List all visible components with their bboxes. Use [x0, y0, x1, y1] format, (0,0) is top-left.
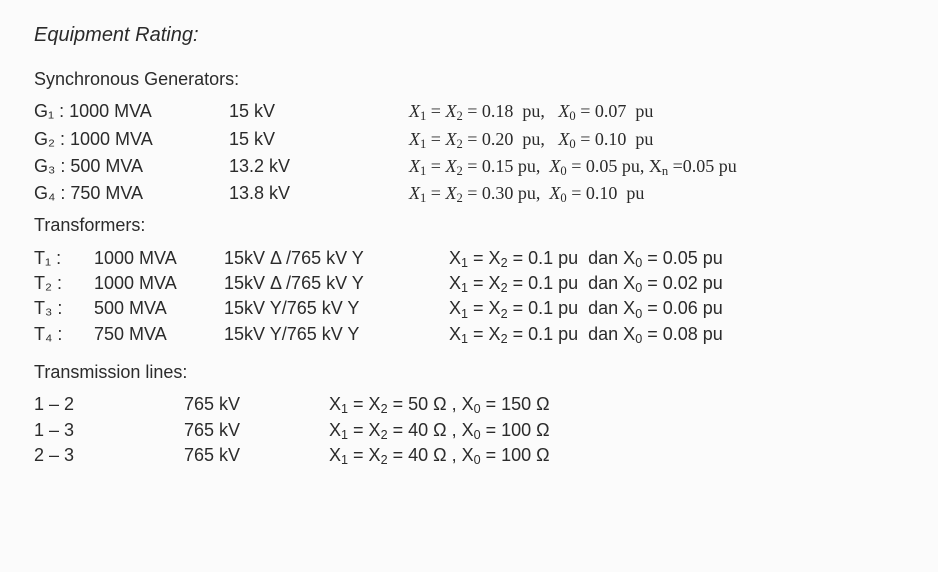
transformer-reactance: X1 = X2 = 0.1 pu dan X0 = 0.02 pu: [449, 271, 904, 295]
transformer-row: T₃ : 500 MVA 15kV Y/765 kV Y X1 = X2 = 0…: [34, 296, 904, 320]
transformers-heading: Transformers:: [34, 213, 904, 237]
generator-label: G₃ : 500 MVA: [34, 154, 229, 178]
transformer-connection: 15kV Y/765 kV Y: [224, 322, 449, 346]
generator-label: G₁ : 1000 MVA: [34, 99, 229, 123]
transformer-connection: 15kV Δ /765 kV Y: [224, 246, 449, 270]
line-pair: 1 – 3: [34, 418, 184, 442]
line-row: 1 – 2 765 kV X1 = X2 = 50 Ω , X0 = 150 Ω: [34, 392, 904, 416]
generator-row: G₂ : 1000 MVA 15 kV X1 = X2 = 0.20 pu, X…: [34, 127, 904, 151]
generator-reactance: X1 = X2 = 0.20 pu, X0 = 0.10 pu: [409, 127, 904, 151]
generator-reactance: X1 = X2 = 0.30 pu, X0 = 0.10 pu: [409, 181, 904, 205]
transformers-table: T₁ : 1000 MVA 15kV Δ /765 kV Y X1 = X2 =…: [34, 246, 904, 346]
lines-table: 1 – 2 765 kV X1 = X2 = 50 Ω , X0 = 150 Ω…: [34, 392, 904, 467]
generator-row: G₄ : 750 MVA 13.8 kV X1 = X2 = 0.30 pu, …: [34, 181, 904, 205]
transformer-id: T₂ :: [34, 271, 94, 295]
transformer-reactance: X1 = X2 = 0.1 pu dan X0 = 0.05 pu: [449, 246, 904, 270]
transformer-id: T₄ :: [34, 322, 94, 346]
line-reactance: X1 = X2 = 40 Ω , X0 = 100 Ω: [329, 443, 904, 467]
line-voltage: 765 kV: [184, 392, 329, 416]
line-row: 1 – 3 765 kV X1 = X2 = 40 Ω , X0 = 100 Ω: [34, 418, 904, 442]
transformer-row: T₄ : 750 MVA 15kV Y/765 kV Y X1 = X2 = 0…: [34, 322, 904, 346]
transformer-mva: 1000 MVA: [94, 246, 224, 270]
transformer-mva: 750 MVA: [94, 322, 224, 346]
line-reactance: X1 = X2 = 40 Ω , X0 = 100 Ω: [329, 418, 904, 442]
line-voltage: 765 kV: [184, 418, 329, 442]
generator-voltage: 15 kV: [229, 99, 409, 123]
transformer-id: T₁ :: [34, 246, 94, 270]
generator-label: G₄ : 750 MVA: [34, 181, 229, 205]
page-title: Equipment Rating:: [34, 22, 904, 49]
transformer-connection: 15kV Y/765 kV Y: [224, 296, 449, 320]
transformer-mva: 500 MVA: [94, 296, 224, 320]
transformer-mva: 1000 MVA: [94, 271, 224, 295]
line-voltage: 765 kV: [184, 443, 329, 467]
transformer-row: T₂ : 1000 MVA 15kV Δ /765 kV Y X1 = X2 =…: [34, 271, 904, 295]
generator-row: G₃ : 500 MVA 13.2 kV X1 = X2 = 0.15 pu, …: [34, 154, 904, 178]
transformer-reactance: X1 = X2 = 0.1 pu dan X0 = 0.08 pu: [449, 322, 904, 346]
generator-voltage: 13.8 kV: [229, 181, 409, 205]
generator-reactance: X1 = X2 = 0.18 pu, X0 = 0.07 pu: [409, 99, 904, 123]
lines-heading: Transmission lines:: [34, 360, 904, 384]
generator-row: G₁ : 1000 MVA 15 kV X1 = X2 = 0.18 pu, X…: [34, 99, 904, 123]
transformer-connection: 15kV Δ /765 kV Y: [224, 271, 449, 295]
generators-heading: Synchronous Generators:: [34, 67, 904, 91]
generator-label: G₂ : 1000 MVA: [34, 127, 229, 151]
generator-voltage: 13.2 kV: [229, 154, 409, 178]
line-pair: 1 – 2: [34, 392, 184, 416]
generator-voltage: 15 kV: [229, 127, 409, 151]
transformer-reactance: X1 = X2 = 0.1 pu dan X0 = 0.06 pu: [449, 296, 904, 320]
equipment-rating-page: Equipment Rating: Synchronous Generators…: [0, 0, 938, 467]
line-row: 2 – 3 765 kV X1 = X2 = 40 Ω , X0 = 100 Ω: [34, 443, 904, 467]
transformer-id: T₃ :: [34, 296, 94, 320]
generators-table: G₁ : 1000 MVA 15 kV X1 = X2 = 0.18 pu, X…: [34, 99, 904, 205]
line-reactance: X1 = X2 = 50 Ω , X0 = 150 Ω: [329, 392, 904, 416]
transformer-row: T₁ : 1000 MVA 15kV Δ /765 kV Y X1 = X2 =…: [34, 246, 904, 270]
generator-reactance: X1 = X2 = 0.15 pu, X0 = 0.05 pu, Xn =0.0…: [409, 154, 904, 178]
line-pair: 2 – 3: [34, 443, 184, 467]
